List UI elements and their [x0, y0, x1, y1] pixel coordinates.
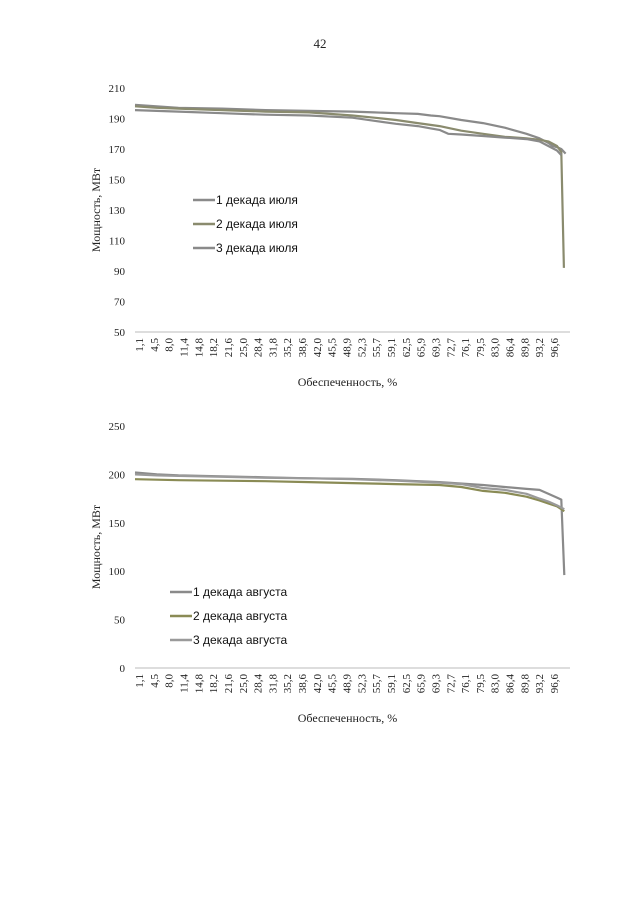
x-axis-title: Обеспеченность, % — [298, 375, 398, 389]
x-axis-title: Обеспеченность, % — [298, 711, 398, 725]
series-line-3 — [134, 109, 563, 156]
x-tick-label: 96,6 — [549, 674, 561, 694]
x-tick-label: 4,5 — [149, 338, 161, 352]
y-tick-label: 250 — [109, 421, 126, 433]
x-tick-label: 65,9 — [416, 338, 428, 358]
x-tick-label: 14,8 — [193, 338, 205, 358]
series-line-1 — [134, 103, 567, 155]
x-tick-label: 79,5 — [475, 338, 487, 358]
y-tick-label: 150 — [109, 518, 126, 530]
x-tick-label: 52,3 — [356, 338, 368, 358]
y-tick-label: 110 — [109, 236, 126, 248]
y-tick-label: 70 — [114, 297, 126, 309]
series-line-2 — [134, 478, 565, 513]
x-tick-label: 69,3 — [430, 674, 442, 694]
x-tick-label: 93,2 — [534, 674, 546, 693]
x-tick-label: 11,4 — [178, 338, 190, 357]
x-tick-label: 83,0 — [490, 338, 502, 358]
x-tick-label: 21,6 — [223, 338, 235, 358]
x-tick-label: 38,6 — [297, 674, 309, 694]
x-tick-label: 25,0 — [238, 338, 250, 358]
chart-august-svg: 0 50 100 150 200 250 1,1 4,5 8,0 11,4 14,8 18,2 21,6… — [89, 421, 570, 725]
x-tick-label: 45,5 — [327, 674, 339, 694]
x-tick-label: 8,0 — [164, 674, 176, 688]
page-number: 42 — [313, 36, 327, 51]
y-axis-title: Мощность, МВт — [89, 504, 103, 589]
legend-label: 1 декада июля — [216, 193, 298, 207]
legend-label: 2 декада июля — [216, 217, 298, 231]
x-tick-label: 42,0 — [312, 674, 324, 694]
x-tick-label: 28,4 — [253, 674, 265, 694]
x-tick-label: 76,1 — [460, 338, 472, 357]
x-tick-label: 96,6 — [549, 338, 561, 358]
y-tick-label: 210 — [109, 83, 126, 95]
y-tick-label: 100 — [109, 566, 126, 578]
x-tick-label: 93,2 — [534, 338, 546, 357]
x-tick-label: 76,1 — [460, 674, 472, 693]
x-tick-label: 59,1 — [386, 674, 398, 693]
x-tick-label: 83,0 — [490, 674, 502, 694]
x-tick-label: 14,8 — [193, 674, 205, 694]
y-tick-label: 130 — [109, 205, 126, 217]
x-tick-label: 72,7 — [445, 338, 457, 358]
x-tick-label: 4,5 — [149, 674, 161, 688]
legend-label: 3 декада июля — [216, 241, 298, 255]
x-tick-label: 55,7 — [371, 674, 383, 694]
chart-july: 50 70 90 110 130 150 170 190 210 1,1 4,5 8,0 11,4 14,… — [0, 70, 640, 400]
y-tick-label: 0 — [120, 663, 126, 675]
y-tick-label: 170 — [109, 144, 126, 156]
legend-label: 2 декада августа — [193, 609, 288, 623]
y-tick-label: 90 — [114, 266, 126, 278]
x-tick-label: 86,4 — [505, 674, 517, 694]
x-tick-label: 25,0 — [238, 674, 250, 694]
x-tick-label: 8,0 — [164, 338, 176, 352]
y-tick-label: 50 — [114, 327, 126, 339]
x-tick-label: 1,1 — [134, 338, 146, 352]
series-line-1 — [134, 471, 566, 576]
x-tick-label: 45,5 — [327, 338, 339, 358]
x-tick-label: 38,6 — [297, 338, 309, 358]
x-tick-label: 35,2 — [282, 674, 294, 693]
x-tick-label: 18,2 — [208, 338, 220, 357]
x-tick-label: 65,9 — [416, 674, 428, 694]
x-tick-label: 21,6 — [223, 674, 235, 694]
x-tick-label: 59,1 — [386, 338, 398, 357]
x-tick-label: 52,3 — [356, 674, 368, 694]
chart-july-svg: 50 70 90 110 130 150 170 190 210 1,1 4,5 8,0 11,4 14,… — [89, 83, 570, 389]
x-tick-label: 72,7 — [445, 674, 457, 694]
y-tick-label: 50 — [114, 615, 126, 627]
x-tick-label: 35,2 — [282, 338, 294, 357]
x-tick-label: 48,9 — [342, 338, 354, 358]
x-tick-label: 89,8 — [519, 338, 531, 358]
y-tick-label: 200 — [109, 469, 126, 481]
x-tick-label: 55,7 — [371, 338, 383, 358]
y-tick-label: 190 — [109, 114, 126, 126]
x-tick-label: 62,5 — [401, 674, 413, 694]
x-tick-label: 18,2 — [208, 674, 220, 693]
legend-label: 1 декада августа — [193, 585, 288, 599]
legend-label: 3 декада августа — [193, 633, 288, 647]
x-tick-label: 42,0 — [312, 338, 324, 358]
x-tick-label: 48,9 — [342, 674, 354, 694]
x-tick-label: 79,5 — [475, 674, 487, 694]
x-tick-label: 69,3 — [430, 338, 442, 358]
x-tick-label: 11,4 — [178, 674, 190, 693]
x-tick-label: 62,5 — [401, 338, 413, 358]
x-tick-label: 86,4 — [505, 338, 517, 358]
series-line-3 — [134, 473, 565, 511]
x-tick-label: 28,4 — [253, 338, 265, 358]
x-tick-label: 31,8 — [267, 674, 279, 694]
y-tick-label: 150 — [109, 175, 126, 187]
chart-august: 0 50 100 150 200 250 1,1 4,5 8,0 11,4 14,8 18,2 21,6… — [0, 410, 640, 740]
x-tick-label: 89,8 — [519, 674, 531, 694]
x-tick-label: 1,1 — [134, 674, 146, 688]
y-axis-title: Мощность, МВт — [89, 167, 103, 252]
x-tick-label: 31,8 — [267, 338, 279, 358]
series-line-2 — [134, 105, 565, 268]
